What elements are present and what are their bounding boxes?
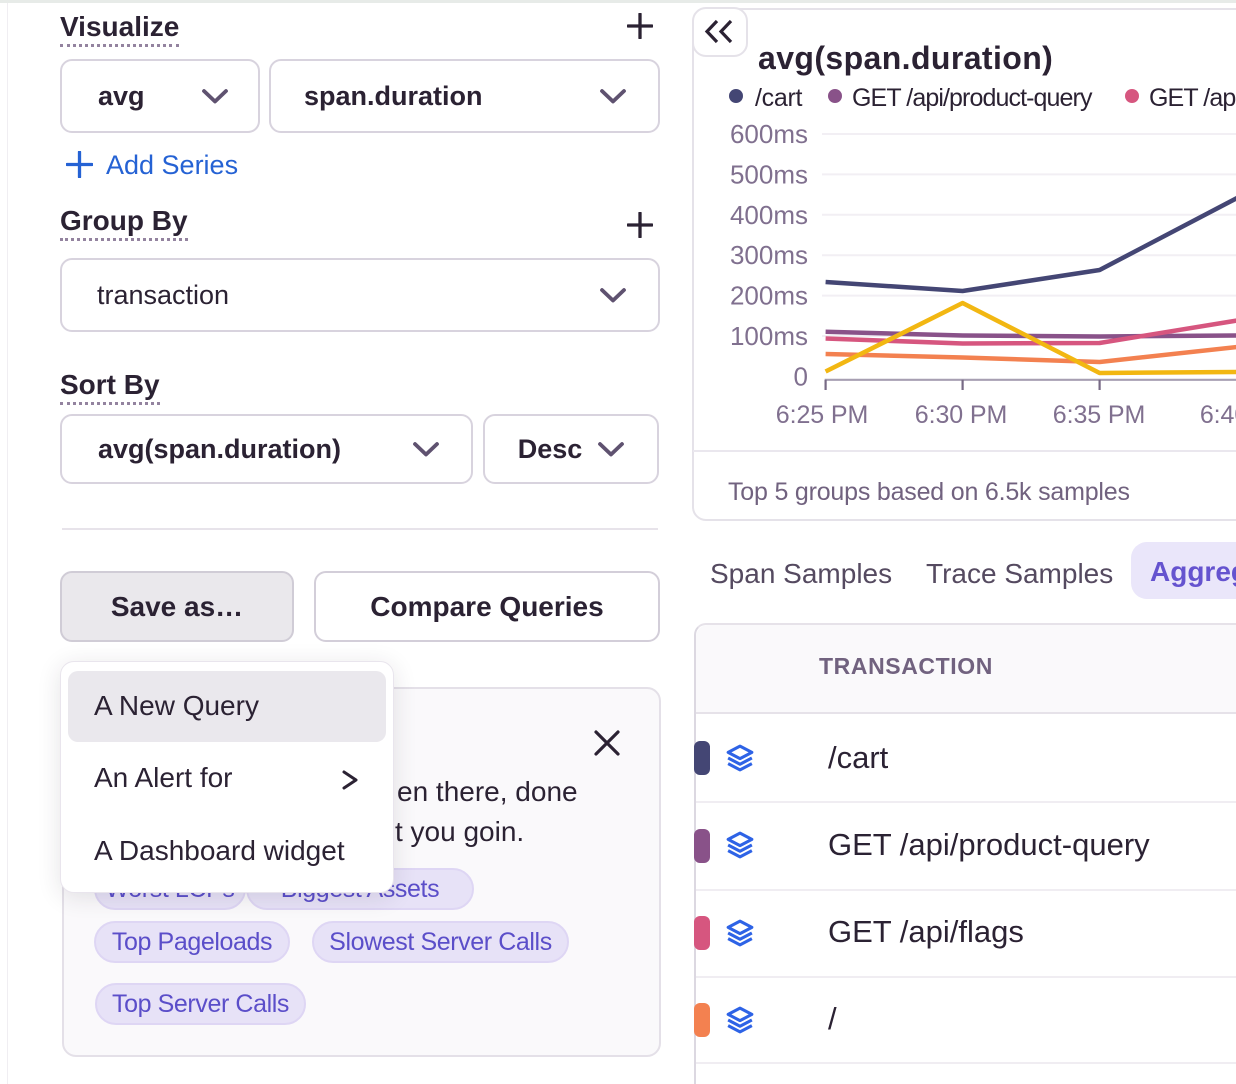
svg-text:100ms: 100ms: [730, 321, 808, 351]
svg-text:300ms: 300ms: [730, 240, 808, 270]
svg-text:400ms: 400ms: [730, 200, 808, 230]
svg-text:6:25 PM: 6:25 PM: [776, 401, 868, 429]
svg-text:6:30 PM: 6:30 PM: [915, 401, 1007, 429]
svg-text:0: 0: [794, 361, 808, 391]
svg-text:600ms: 600ms: [730, 119, 808, 149]
svg-text:6:40: 6:40: [1200, 401, 1236, 429]
svg-text:6:35 PM: 6:35 PM: [1053, 401, 1145, 429]
svg-text:500ms: 500ms: [730, 159, 808, 189]
svg-text:200ms: 200ms: [730, 281, 808, 311]
